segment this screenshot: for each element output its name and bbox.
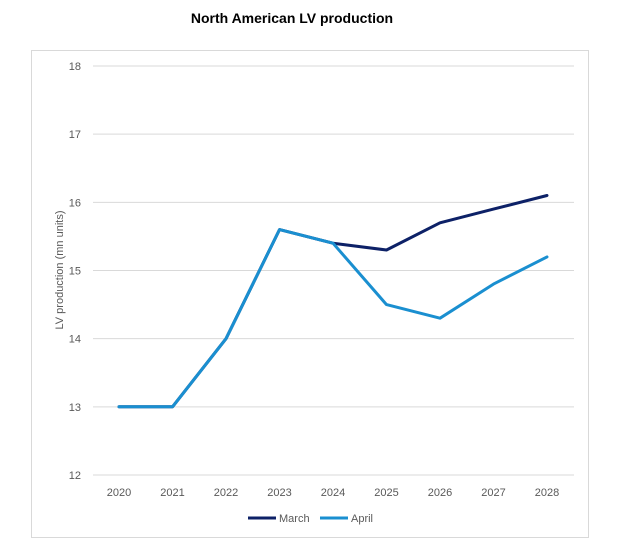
legend: March April xyxy=(248,513,373,525)
y-axis-label: LV production (mn units) xyxy=(54,210,66,329)
x-axis-ticks: 2020 2021 2022 2023 2024 2025 2026 2027 2028 xyxy=(107,487,559,499)
x-tick-label: 2028 xyxy=(535,487,559,499)
y-tick-label: 16 xyxy=(69,197,81,209)
y-tick-label: 15 xyxy=(69,266,81,278)
y-tick-label: 14 xyxy=(69,334,81,346)
chart-frame xyxy=(31,50,589,538)
series-lines xyxy=(117,194,549,409)
x-tick-label: 2023 xyxy=(267,487,291,499)
series-line-april xyxy=(117,228,549,409)
x-tick-label: 2026 xyxy=(428,487,452,499)
series-line-march xyxy=(117,194,549,409)
y-tick-label: 13 xyxy=(69,402,81,414)
y-axis-ticks: 12 13 14 15 16 17 18 xyxy=(69,61,81,482)
x-tick-label: 2025 xyxy=(374,487,398,499)
gridlines xyxy=(93,65,574,476)
x-tick-label: 2021 xyxy=(160,487,184,499)
x-tick-label: 2027 xyxy=(481,487,505,499)
y-tick-label: 12 xyxy=(69,470,81,482)
legend-label-march: March xyxy=(279,513,310,525)
y-tick-label: 17 xyxy=(69,129,81,141)
x-tick-label: 2020 xyxy=(107,487,131,499)
chart-title: North American LV production xyxy=(190,10,394,26)
legend-label-april: April xyxy=(351,513,373,525)
x-tick-label: 2022 xyxy=(214,487,238,499)
y-tick-label: 18 xyxy=(69,61,81,73)
x-tick-label: 2024 xyxy=(321,487,345,499)
